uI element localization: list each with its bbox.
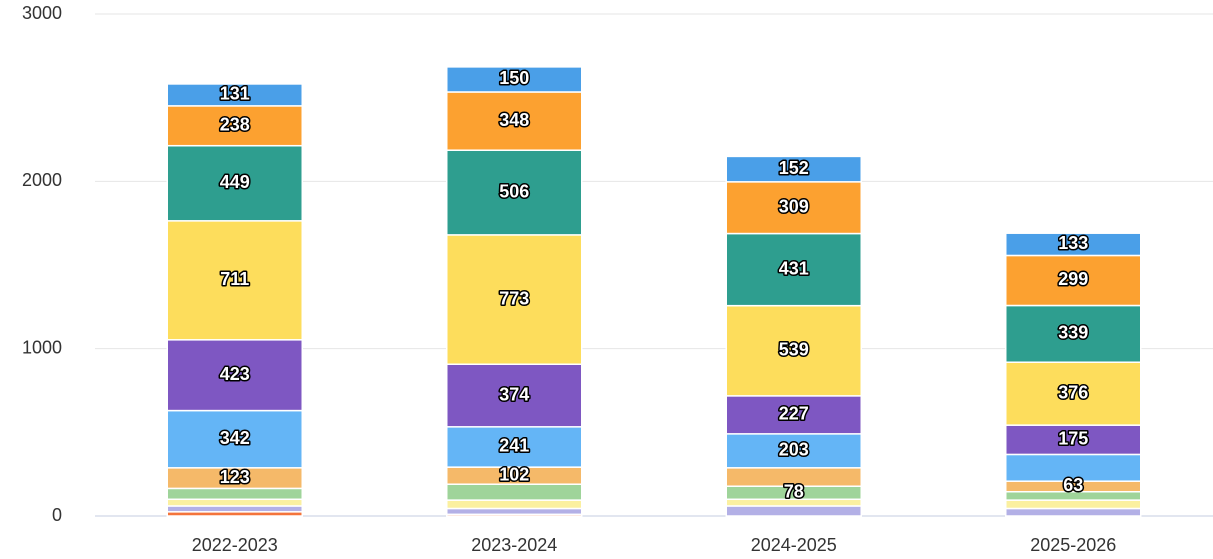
value-label: 152 (779, 158, 809, 178)
bar-segment (1005, 304, 1142, 363)
bar-segment (446, 66, 583, 93)
value-label: 299 (1058, 269, 1088, 289)
value-label: 423 (220, 364, 250, 384)
y-tick-label: 3000 (22, 3, 62, 23)
bar-segment (446, 426, 583, 468)
x-tick-label: 2024-2025 (751, 535, 837, 555)
value-label: 131 (220, 84, 250, 104)
bar-segment (446, 363, 583, 428)
bar-segment (446, 483, 583, 501)
bar-segment (725, 395, 862, 435)
bar-segment (446, 507, 583, 516)
bar-segment (725, 155, 862, 183)
value-label: 431 (779, 258, 809, 278)
value-label: 238 (220, 115, 250, 135)
bar-segment (166, 487, 303, 501)
value-label: 342 (220, 428, 250, 448)
value-label: 241 (499, 436, 529, 456)
value-label: 773 (499, 288, 529, 308)
bar-segment (1005, 507, 1142, 517)
bar-segment (446, 149, 583, 236)
value-label: 374 (499, 384, 529, 404)
value-label: 711 (220, 269, 249, 289)
x-tick-label: 2023-2024 (471, 535, 557, 555)
bar-segment (166, 220, 303, 341)
bar-segment (446, 91, 583, 151)
value-label: 175 (1058, 429, 1088, 449)
value-label: 102 (499, 464, 529, 484)
bar-segment (1005, 499, 1142, 510)
value-label: 348 (499, 110, 529, 130)
bar-segment (1005, 453, 1142, 482)
value-label: 203 (779, 440, 809, 460)
value-label: 63 (1063, 475, 1083, 495)
value-label: 78 (784, 481, 804, 501)
bar-segment (166, 105, 303, 147)
bar-segment (446, 499, 583, 510)
value-label: 133 (1058, 233, 1088, 253)
bar-segment (725, 181, 862, 235)
bar-segment (166, 498, 303, 507)
y-tick-label: 2000 (22, 170, 62, 190)
bar-segment (166, 339, 303, 412)
value-label: 339 (1058, 323, 1088, 343)
value-label: 449 (220, 172, 250, 192)
bar-segment (1005, 424, 1142, 456)
value-label: 227 (779, 404, 809, 424)
bar-segment (725, 232, 862, 307)
value-label: 309 (779, 196, 809, 216)
bar-segment (725, 433, 862, 469)
value-label: 150 (499, 68, 529, 88)
bar-segment (166, 505, 303, 513)
value-label: 123 (220, 467, 250, 487)
bar-segment (166, 144, 303, 222)
value-label: 506 (499, 181, 529, 201)
y-tick-label: 0 (52, 505, 62, 525)
value-label: 539 (779, 340, 809, 360)
bar-segment (166, 83, 303, 107)
value-label: 376 (1058, 382, 1088, 402)
x-tick-label: 2022-2023 (192, 535, 278, 555)
bar-segment (1005, 254, 1142, 307)
bar-segment (725, 505, 862, 517)
y-tick-label: 1000 (22, 337, 62, 357)
x-tick-label: 2025-2026 (1030, 535, 1116, 555)
bar-segment (1005, 232, 1142, 257)
